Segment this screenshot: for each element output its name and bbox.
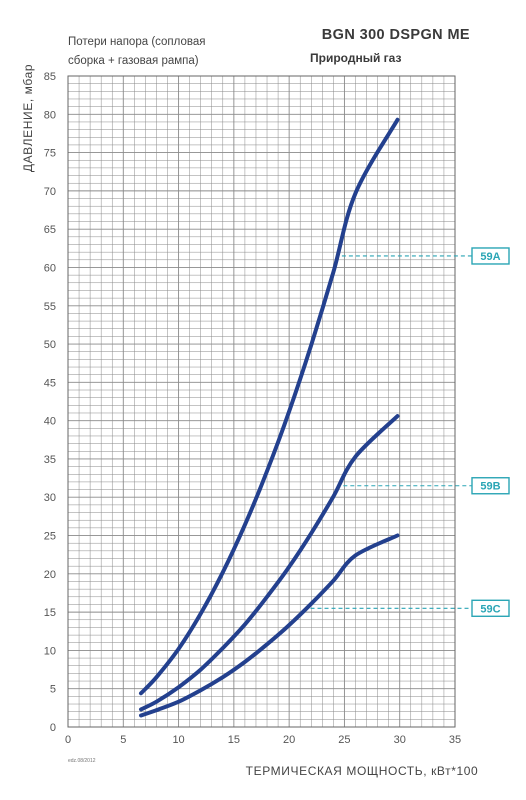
series-label-59c: 59C <box>480 603 500 615</box>
y-tick-label: 55 <box>44 301 56 313</box>
note-line-2: сборка + газовая рампа) <box>68 55 199 67</box>
chart-subtitle: Природный газ <box>310 51 401 65</box>
y-tick-label: 0 <box>50 722 56 734</box>
y-tick-label: 25 <box>44 531 56 543</box>
x-tick-label: 30 <box>394 734 406 746</box>
y-axis-label: ДАВЛЕНИЕ, мбар <box>21 64 35 172</box>
chart-grid <box>67 75 456 728</box>
note-line-1: Потери напора (сопловая <box>68 36 205 48</box>
tag-box-59b <box>471 477 510 495</box>
x-tick-label: 35 <box>449 734 461 746</box>
y-tick-label: 15 <box>44 607 56 619</box>
series-line-59b <box>139 414 400 712</box>
chart-curves <box>139 117 400 718</box>
x-tick-label: 25 <box>338 734 350 746</box>
x-axis-label: ТЕРМИЧЕСКАЯ МОЩНОСТЬ, кВт*100 <box>246 764 479 778</box>
y-tick-label: 5 <box>50 684 56 696</box>
tag-box-59c <box>471 599 510 617</box>
tag-box-59a <box>471 247 510 265</box>
y-tick-label: 30 <box>44 492 56 504</box>
edition-note: edz.08/2012 <box>68 758 96 764</box>
y-tick-label: 75 <box>44 148 56 160</box>
y-tick-label: 70 <box>44 186 56 198</box>
chart-title: BGN 300 DSPGN ME <box>322 27 470 43</box>
tick-labels: 0 5 10 15 20 25 30 35 0 5 10 15 20 25 30 35 40 45 50 55 60 65… <box>44 71 461 746</box>
y-tick-label: 40 <box>44 416 56 428</box>
series-line-59a <box>139 117 400 696</box>
y-tick-label: 10 <box>44 645 56 657</box>
y-tick-label: 50 <box>44 339 56 351</box>
series-line-59c <box>139 533 400 718</box>
x-tick-label: 20 <box>283 734 295 746</box>
y-tick-label: 65 <box>44 224 56 236</box>
series-tags: 59A 59B 59C <box>310 247 510 617</box>
y-tick-label: 60 <box>44 262 56 274</box>
x-tick-label: 10 <box>172 734 184 746</box>
series-label-59a: 59A <box>480 251 500 263</box>
y-tick-label: 35 <box>44 454 56 466</box>
y-tick-label: 20 <box>44 569 56 581</box>
y-tick-label: 80 <box>44 109 56 121</box>
x-tick-label: 5 <box>120 734 126 746</box>
x-tick-label: 0 <box>65 734 71 746</box>
plot-frame <box>67 75 456 728</box>
x-tick-label: 15 <box>228 734 240 746</box>
series-label-59b: 59B <box>480 481 500 493</box>
y-tick-label: 45 <box>44 377 56 389</box>
y-tick-label: 85 <box>44 71 56 83</box>
